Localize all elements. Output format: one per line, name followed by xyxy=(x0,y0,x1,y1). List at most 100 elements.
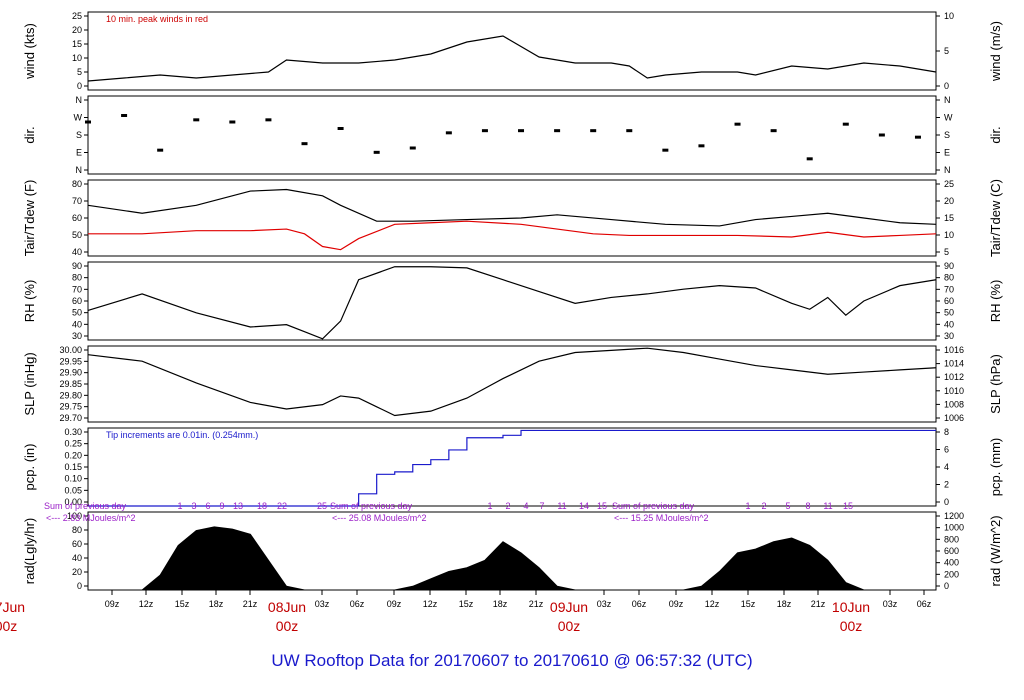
rad-hour-mark: 7 xyxy=(539,501,544,511)
rad-hour-mark: 2 xyxy=(761,501,766,511)
left-tick-label: 0 xyxy=(77,581,82,591)
left-tick-label: 0.20 xyxy=(64,450,82,460)
direction-frame xyxy=(87,95,937,175)
day-hour-label: 00z xyxy=(276,618,299,634)
right-tick-label: 2 xyxy=(944,480,949,490)
time-tick-label: 18z xyxy=(777,599,792,609)
direction-point xyxy=(698,144,705,148)
left-tick-label: 70 xyxy=(72,284,82,294)
rad-hour-mark: 15 xyxy=(843,501,853,511)
time-tick-label: 18z xyxy=(209,599,224,609)
left-tick-label: 20 xyxy=(72,567,82,577)
right-tick-label: 0 xyxy=(944,81,949,91)
left-tick-label: 30 xyxy=(72,331,82,341)
right-tick-label: N xyxy=(944,95,951,105)
right-tick-label: 20 xyxy=(944,196,954,206)
time-tick-label: 06z xyxy=(917,599,932,609)
time-tick-label: 06z xyxy=(350,599,365,609)
humidity-line xyxy=(87,266,937,340)
direction-point xyxy=(590,129,597,133)
left-tick-label: 70 xyxy=(72,196,82,206)
left-axis-label: SLP (inHg) xyxy=(22,352,37,415)
rad-hour-mark: 2 xyxy=(505,501,510,511)
right-axis-label: SLP (hPa) xyxy=(988,354,1003,414)
left-axis-label: rad(Lgly/hr) xyxy=(22,518,37,584)
wind-annotation: 10 min. peak winds in red xyxy=(106,14,208,24)
right-tick-label: 1016 xyxy=(944,345,964,355)
right-tick-label: 80 xyxy=(944,273,954,283)
right-axis-label: Tair/Tdew (C) xyxy=(988,179,1003,257)
left-tick-label: 0.25 xyxy=(64,439,82,449)
left-axis-label: Tair/Tdew (F) xyxy=(22,180,37,257)
rad-hour-mark: 8 xyxy=(805,501,810,511)
left-tick-label: 60 xyxy=(72,539,82,549)
time-tick-label: 03z xyxy=(315,599,330,609)
rad-hour-mark: 1 xyxy=(177,501,182,511)
wind-line xyxy=(87,35,937,82)
left-tick-label: 60 xyxy=(72,213,82,223)
left-tick-label: 29.85 xyxy=(59,379,82,389)
day-label: 09Jun xyxy=(550,599,588,615)
left-tick-label: 15 xyxy=(72,39,82,49)
right-tick-label: 25 xyxy=(944,179,954,189)
right-tick-label: 1200 xyxy=(944,511,964,521)
temperature-panel: 40 50 60 70 80 5 10 15 20 25 Tair/Tdew (F) Tair/Tde… xyxy=(22,179,1003,257)
direction-point xyxy=(193,118,200,122)
rad-hour-mark: 18 xyxy=(257,501,267,511)
right-tick-label: 0 xyxy=(944,497,949,507)
time-tick-label: 12z xyxy=(705,599,720,609)
humidity-frame xyxy=(87,261,937,341)
left-tick-label: 29.90 xyxy=(59,368,82,378)
rad-hour-mark: 6 xyxy=(205,501,210,511)
right-tick-label: 1012 xyxy=(944,372,964,382)
right-tick-label: 400 xyxy=(944,558,959,568)
left-tick-label: 29.75 xyxy=(59,402,82,412)
left-tick-label: 100 xyxy=(67,511,82,521)
day-label: 10Jun xyxy=(832,599,870,615)
left-tick-label: 0.15 xyxy=(64,462,82,472)
right-axis-label: rad (W/m^2) xyxy=(988,515,1003,586)
radiation-panel: 020406080100020040060080010001200rad(Lgl… xyxy=(22,501,1003,591)
right-tick-label: 1010 xyxy=(944,386,964,396)
direction-point xyxy=(806,157,813,161)
right-tick-label: 40 xyxy=(944,319,954,329)
right-axis-label: pcp. (mm) xyxy=(988,438,1003,497)
daily-sum-value: <--- 2.83 MJoules/m^2 xyxy=(46,513,136,523)
left-axis-label: RH (%) xyxy=(22,280,37,323)
rad-hour-mark: 15 xyxy=(597,501,607,511)
right-tick-label: 800 xyxy=(944,534,959,544)
left-tick-label: 29.70 xyxy=(59,413,82,423)
left-tick-label: 80 xyxy=(72,273,82,283)
day-label: 07Jun xyxy=(0,599,25,615)
direction-point xyxy=(85,120,91,124)
rad-hour-mark: 5 xyxy=(785,501,790,511)
day-label: 08Jun xyxy=(268,599,306,615)
left-tick-label: 40 xyxy=(72,319,82,329)
right-tick-label: 90 xyxy=(944,261,954,271)
left-tick-label: 10 xyxy=(72,53,82,63)
left-tick-label: 29.80 xyxy=(59,390,82,400)
right-tick-label: 10 xyxy=(944,11,954,21)
wind-panel: 0 5 10 15 20 25 0 5 10 wind (kts) wind (m/s) 10 min… xyxy=(22,11,1003,91)
tair-line xyxy=(87,188,937,227)
direction-point xyxy=(337,127,344,130)
left-tick-label: 0.00 xyxy=(64,497,82,507)
left-axis-label: wind (kts) xyxy=(22,23,37,80)
right-tick-label: E xyxy=(944,148,950,158)
right-tick-label: 0 xyxy=(944,581,949,591)
right-tick-label: 600 xyxy=(944,546,959,556)
left-tick-label: 50 xyxy=(72,230,82,240)
right-tick-label: 5 xyxy=(944,46,949,56)
right-axis-label: RH (%) xyxy=(988,280,1003,323)
daily-sum-label: Sum of previous day xyxy=(612,501,695,511)
daily-sum-label: Sum of previous day xyxy=(330,501,413,511)
time-tick-label: 03z xyxy=(597,599,612,609)
left-tick-label: 90 xyxy=(72,261,82,271)
right-tick-label: S xyxy=(944,130,950,140)
direction-point xyxy=(878,133,885,137)
left-tick-label: 80 xyxy=(72,179,82,189)
rad-hour-mark: 3 xyxy=(191,501,196,511)
